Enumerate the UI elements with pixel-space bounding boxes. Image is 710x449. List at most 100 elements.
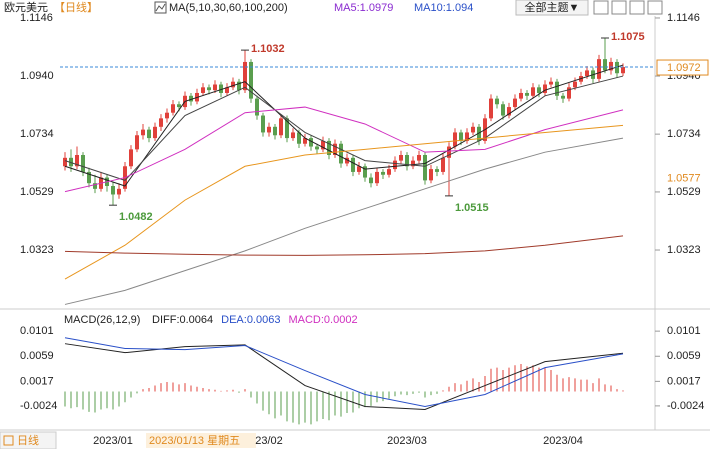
candle-body <box>381 171 385 175</box>
candle-body <box>357 166 361 172</box>
toolbar-icon[interactable] <box>629 0 645 15</box>
ma-line <box>64 106 624 193</box>
candle-body <box>87 171 91 184</box>
candle-body <box>375 171 379 184</box>
candle-body <box>189 95 193 102</box>
candle-body <box>297 132 301 144</box>
candle-body <box>243 61 247 91</box>
y-tick-label-left: 0.0017 <box>20 375 54 387</box>
candle-body <box>327 140 331 155</box>
y-tick-label-right: 0.0059 <box>667 350 701 362</box>
candle-body <box>267 126 271 133</box>
cursor-date: 2023/01/13 星期五 <box>149 434 240 447</box>
ma5-label: MA5:1.0979 <box>334 2 393 14</box>
candle-body <box>537 87 541 93</box>
candle-body <box>543 84 547 93</box>
y-tick-label-left: 0.0059 <box>20 350 54 362</box>
period: 【日线】 <box>54 0 98 14</box>
candle-body <box>279 118 283 136</box>
candle-body <box>135 135 139 150</box>
y-tick-label-right: 1.0734 <box>667 128 701 140</box>
ma-line <box>64 337 624 407</box>
candle-body <box>489 98 493 119</box>
candle-body <box>225 87 229 93</box>
candle-body <box>117 188 121 195</box>
candle-body <box>597 59 601 79</box>
ma-line <box>64 137 624 305</box>
candle-body <box>177 104 181 108</box>
last-price-box <box>656 59 709 76</box>
ma-line <box>64 64 624 187</box>
candle-body <box>63 157 67 167</box>
y-tick-label-right: 0.0017 <box>667 375 701 387</box>
theme-button-text: 全部主题▼ <box>525 0 580 14</box>
candle-body <box>69 157 73 167</box>
y-tick-label-left: 1.0529 <box>20 186 54 198</box>
candle-body <box>363 166 367 178</box>
candle-body <box>387 169 391 175</box>
candle-body <box>615 61 619 74</box>
candle-body <box>417 155 421 161</box>
candle-body <box>165 112 169 119</box>
candle-body <box>231 81 235 88</box>
candle-body <box>459 132 463 141</box>
x-tick-label: 2023/03 <box>387 435 427 447</box>
ma-line <box>64 75 624 181</box>
candle-body <box>429 169 433 181</box>
toolbar-icon[interactable] <box>611 0 627 15</box>
candle-body <box>273 126 277 136</box>
period-tab-text: 日线 <box>17 433 39 447</box>
candle-body <box>549 81 553 85</box>
candle-body <box>315 146 319 150</box>
candle-body <box>345 157 349 164</box>
candle-body <box>333 143 337 155</box>
candle-body <box>93 183 97 189</box>
ma10-label: MA10:1.094 <box>414 2 473 14</box>
y-tick-label-right: 0.0101 <box>667 325 701 337</box>
y-tick-label-right: -0.0024 <box>667 400 704 412</box>
macd-stat: MACD:0.0002 <box>288 314 357 326</box>
candle-body <box>525 92 529 96</box>
candle-body <box>291 132 295 139</box>
candle-body <box>411 160 415 167</box>
x-tick-label: 2023/01 <box>93 435 133 447</box>
theme-button[interactable] <box>515 0 589 16</box>
candle-body <box>609 61 613 71</box>
ma-params: MA(5,10,30,60,100,200) <box>169 2 288 14</box>
candle-body <box>447 146 451 158</box>
candle-body <box>171 104 175 113</box>
candle-body <box>321 140 325 150</box>
toolbar-icon[interactable] <box>593 0 609 15</box>
extreme-label: 1.0482 <box>119 211 153 223</box>
extreme-label: 1.1032 <box>251 43 285 55</box>
candle-body <box>159 118 163 127</box>
y-tick-label-left: 1.0940 <box>20 70 54 82</box>
ma-icon[interactable] <box>154 1 167 14</box>
candle-body <box>471 126 475 133</box>
candle-body <box>555 81 559 96</box>
candle-body <box>453 132 457 147</box>
x-tick-label: 23/02 <box>255 435 283 447</box>
candle-body <box>567 87 571 99</box>
candle-body <box>309 138 313 147</box>
candle-body <box>423 155 427 181</box>
candle-body <box>249 61 253 99</box>
period-tab[interactable] <box>0 431 57 449</box>
macd-title: MACD(26,12,9) <box>64 314 140 326</box>
candle-body <box>465 132 469 141</box>
x-tick-label: 2023/04 <box>543 435 583 447</box>
candle-body <box>393 160 397 170</box>
toolbar-icon[interactable] <box>647 0 663 15</box>
candle-body <box>147 129 151 139</box>
candle-body <box>201 87 205 93</box>
extreme-label: 1.1075 <box>611 31 645 43</box>
candle-body <box>153 126 157 139</box>
candle-body <box>585 70 589 77</box>
candle-body <box>285 118 289 139</box>
candle-body <box>501 104 505 116</box>
last-price-label: 1.0972 <box>667 62 701 74</box>
candle-body <box>513 98 517 108</box>
candle-body <box>561 95 565 99</box>
candle-body <box>141 129 145 136</box>
